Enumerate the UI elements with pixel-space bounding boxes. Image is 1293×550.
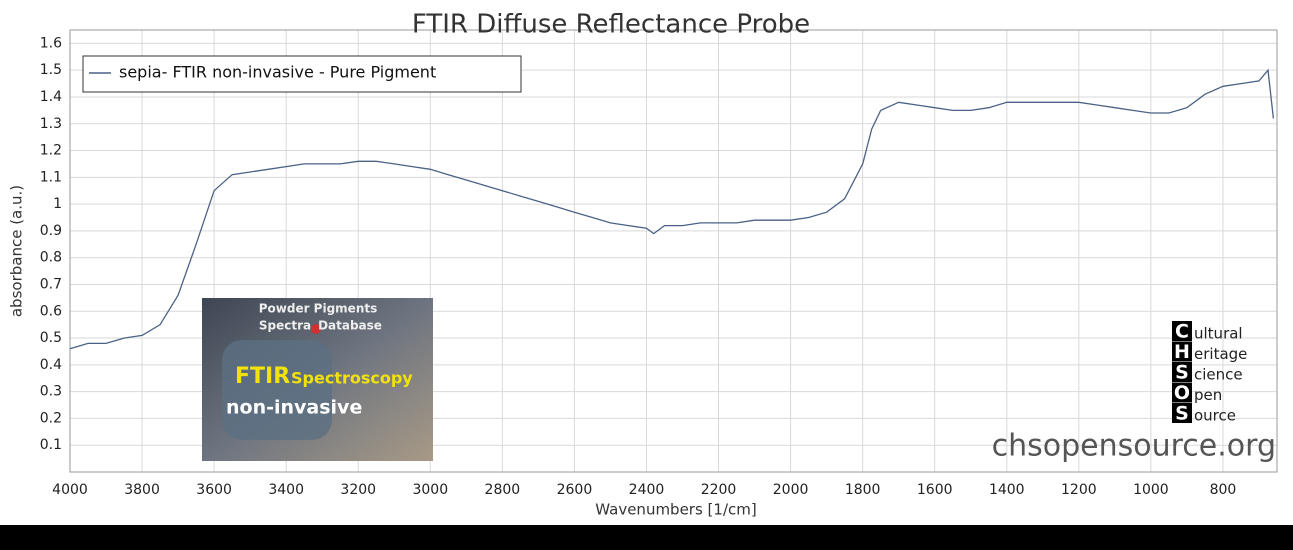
x-tick-label: 3000 bbox=[412, 482, 448, 498]
logo-box bbox=[1172, 382, 1192, 403]
x-tick-label: 2400 bbox=[629, 482, 665, 498]
y-axis-label: absorbance (a.u.) bbox=[8, 185, 26, 317]
x-axis-label: Wavenumbers [1/cm] bbox=[595, 501, 756, 519]
y-tick-label: 0.1 bbox=[40, 437, 62, 453]
photo-shape bbox=[222, 340, 332, 440]
y-tick-label: 0.6 bbox=[40, 303, 62, 319]
logo-box bbox=[1172, 403, 1192, 423]
legend: sepia- FTIR non-invasive - Pure Pigment bbox=[82, 55, 522, 93]
y-tick-label: 0.4 bbox=[40, 357, 62, 373]
y-tick-label: 1 bbox=[53, 196, 62, 212]
x-tick-label: 3400 bbox=[268, 482, 304, 498]
x-tick-label: 1800 bbox=[845, 482, 881, 498]
logo-word: cience bbox=[1194, 366, 1243, 384]
y-tick-label: 1.5 bbox=[40, 62, 62, 78]
inset-photo: Powder Pigments Spectra Database FTIR Sp… bbox=[202, 298, 433, 461]
data-line bbox=[69, 68, 1275, 350]
y-tick-label: 1.2 bbox=[40, 143, 62, 159]
x-tick-label: 2000 bbox=[773, 482, 809, 498]
y-tick-label: 0.2 bbox=[40, 410, 62, 426]
x-tick-label: 2200 bbox=[701, 482, 737, 498]
x-tick-label: 2600 bbox=[557, 482, 593, 498]
x-tick-label: 4000 bbox=[52, 482, 88, 498]
y-tick-label: 0.8 bbox=[40, 250, 62, 266]
logo-letter: H bbox=[1174, 341, 1190, 363]
logo-letter: O bbox=[1174, 382, 1190, 404]
x-tick-label: 1000 bbox=[1133, 482, 1169, 498]
y-tick-label: 0.3 bbox=[40, 384, 62, 400]
inset-text: Powder Pigments bbox=[259, 302, 378, 316]
y-tick-label: 1.4 bbox=[40, 89, 62, 105]
x-tick-label: 1400 bbox=[989, 482, 1025, 498]
y-tick-label: 1.3 bbox=[40, 116, 62, 132]
legend-box bbox=[82, 55, 522, 93]
logo-word: pen bbox=[1194, 386, 1222, 404]
logo-box bbox=[1172, 341, 1192, 362]
inset-text: FTIR bbox=[235, 364, 290, 389]
x-tick-label: 1600 bbox=[917, 482, 953, 498]
y-tick-label: 1.6 bbox=[40, 35, 62, 51]
plot-frame bbox=[69, 29, 1278, 473]
bottom-bar bbox=[0, 525, 1293, 550]
x-tick-label: 2800 bbox=[485, 482, 521, 498]
logo-letter: S bbox=[1175, 403, 1189, 425]
legend-label: sepia- FTIR non-invasive - Pure Pigment bbox=[119, 63, 436, 82]
y-tick-label: 1.1 bbox=[40, 169, 62, 185]
y-tick-label: 0.5 bbox=[40, 330, 62, 346]
inset-text: Database bbox=[318, 319, 382, 333]
inset-text: Spectra bbox=[259, 319, 311, 333]
photo-dot bbox=[311, 324, 321, 334]
chart-title: FTIR Diffuse Reflectance Probe bbox=[412, 10, 810, 40]
logo-box bbox=[1172, 321, 1192, 341]
logo-box bbox=[1172, 362, 1192, 382]
x-tick-label: 800 bbox=[1210, 482, 1237, 498]
logo-letter: S bbox=[1175, 362, 1189, 384]
x-tick-label: 3200 bbox=[340, 482, 376, 498]
inset-text: Spectroscopy bbox=[291, 369, 413, 388]
x-tick-label: 3800 bbox=[124, 482, 160, 498]
inset-text: non-invasive bbox=[226, 397, 362, 419]
x-tick-label: 3600 bbox=[196, 482, 232, 498]
logo-letter: C bbox=[1175, 321, 1189, 343]
x-tick-label: 1200 bbox=[1061, 482, 1097, 498]
logo-word: ultural bbox=[1194, 325, 1243, 343]
website: chsopensource.org bbox=[992, 429, 1276, 464]
y-tick-label: 0.7 bbox=[40, 276, 62, 292]
y-tick-label: 0.9 bbox=[40, 223, 62, 239]
logo-word: eritage bbox=[1194, 345, 1247, 363]
logo-word: ource bbox=[1194, 407, 1236, 425]
